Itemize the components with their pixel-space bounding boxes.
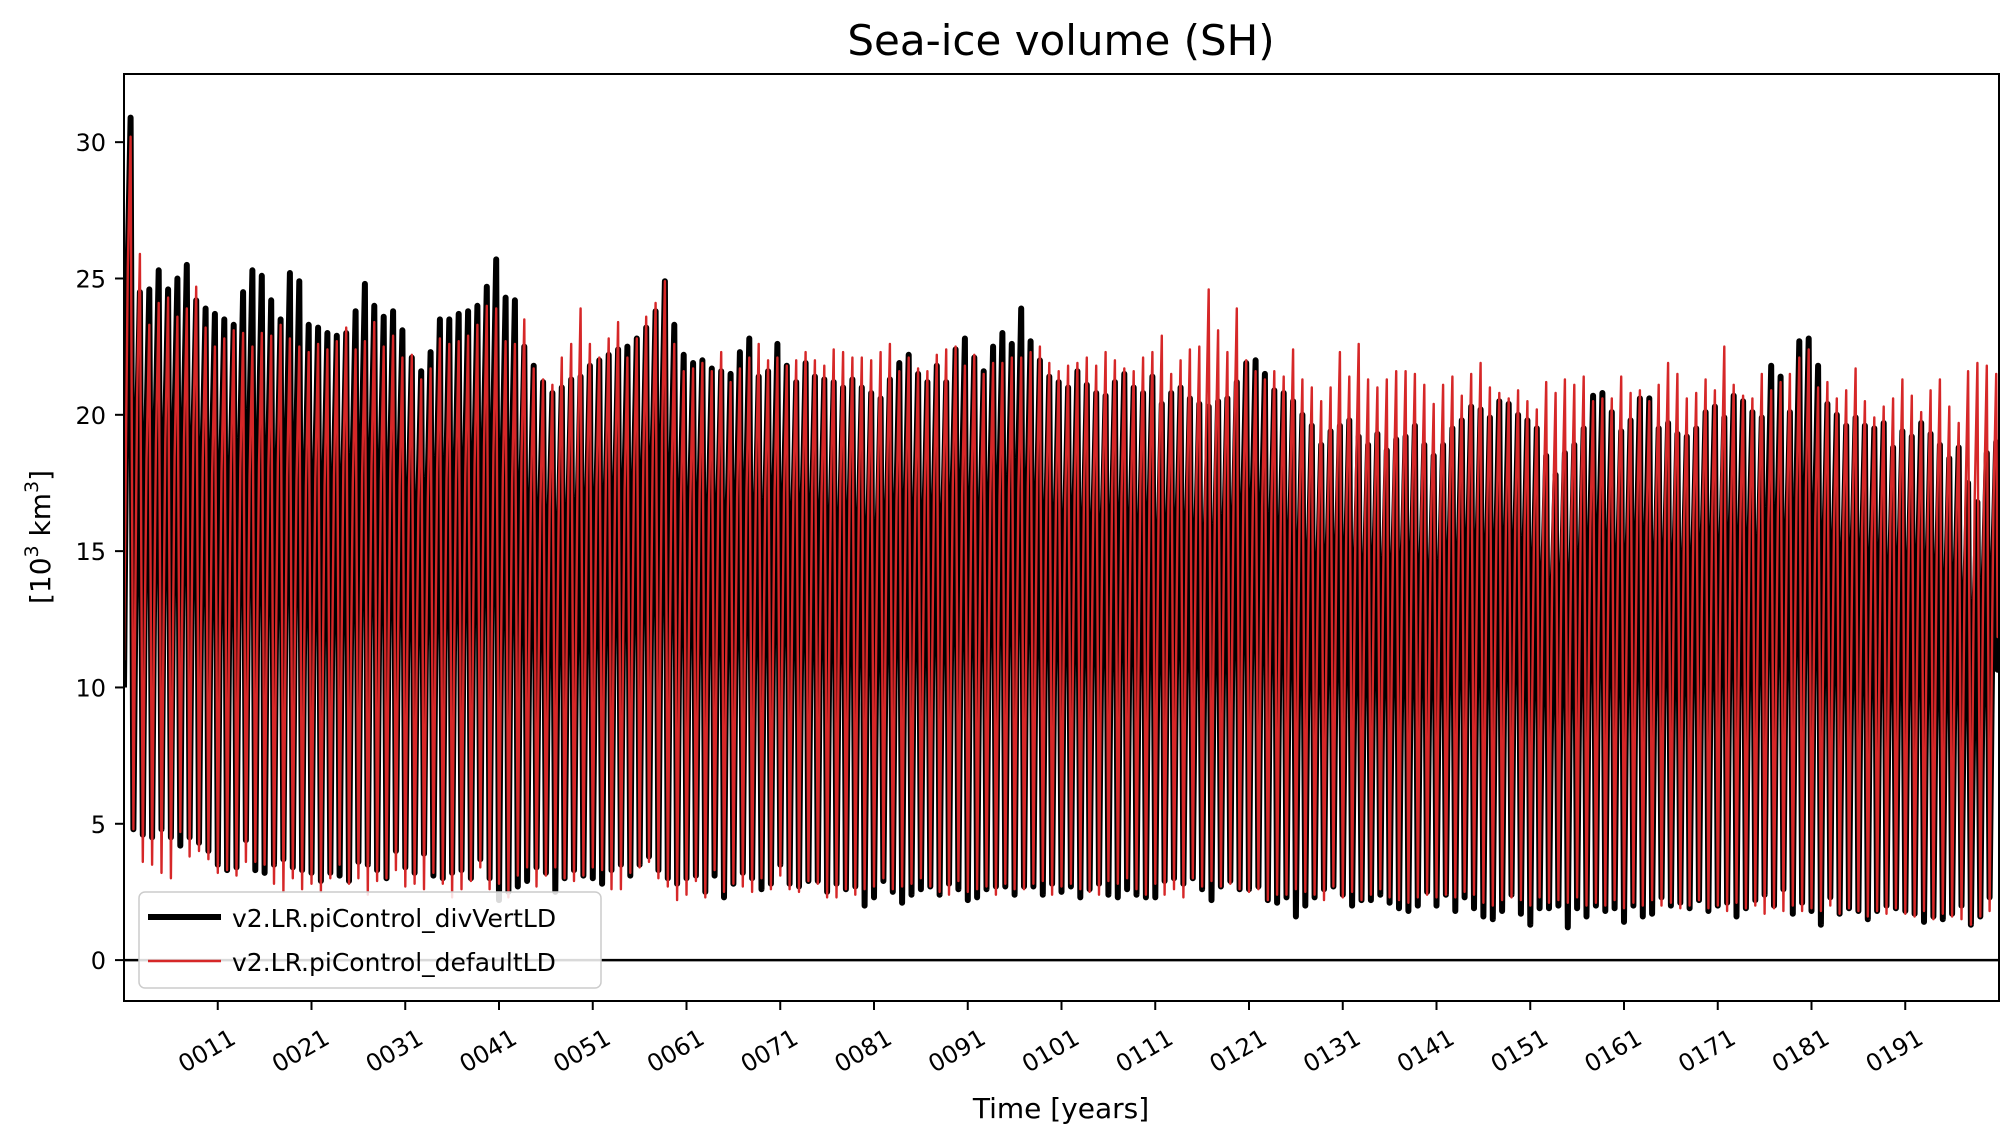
- legend: v2.LR.piControl_divVertLD v2.LR.piContro…: [138, 891, 602, 989]
- series-line-defaultLD: [124, 135, 1999, 926]
- y-tick-label: 20: [75, 402, 106, 430]
- legend-label-defaultLD: v2.LR.piControl_defaultLD: [232, 948, 556, 977]
- y-tick-label: 25: [75, 265, 106, 293]
- y-axis-label: [103 km3]: [21, 470, 57, 604]
- y-tick-label: 30: [75, 129, 106, 157]
- y-tick-label: 15: [75, 538, 106, 566]
- y-tick-label: 0: [91, 947, 106, 975]
- chart-title: Sea-ice volume (SH): [847, 16, 1274, 65]
- legend-label-divVertLD: v2.LR.piControl_divVertLD: [232, 904, 556, 933]
- y-tick-label: 5: [91, 811, 106, 839]
- x-axis-label: Time [years]: [972, 1092, 1149, 1125]
- y-axis: 0 5 10 15 20 25 30: [75, 129, 124, 975]
- y-tick-label: 10: [75, 674, 106, 702]
- series-layer: [124, 114, 1999, 931]
- legend-box: [138, 891, 602, 989]
